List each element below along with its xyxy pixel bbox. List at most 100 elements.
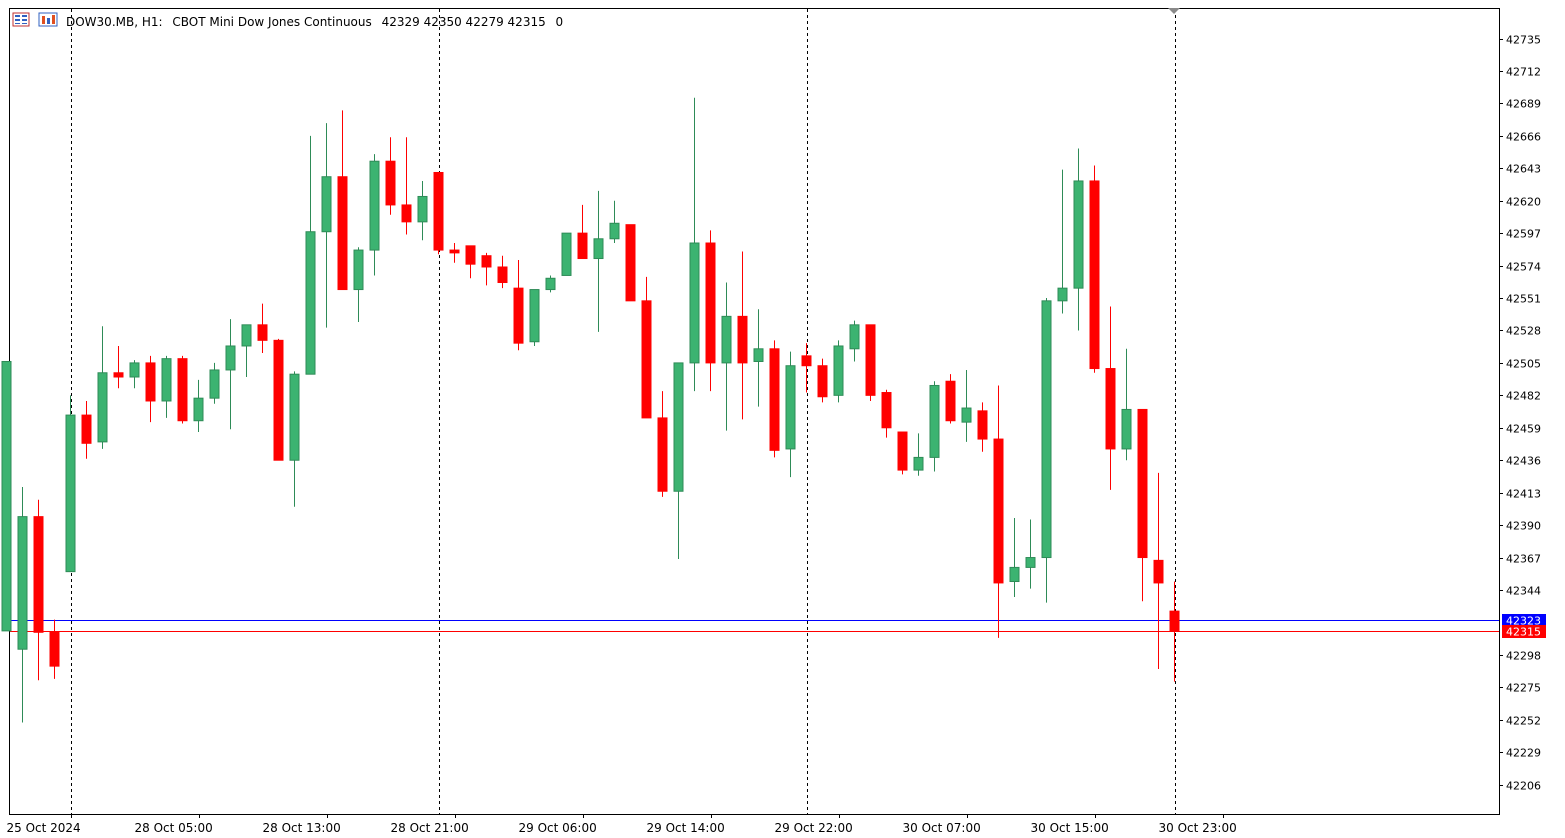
- candle-50[interactable]: [801, 343, 812, 393]
- candle-47[interactable]: [753, 309, 764, 407]
- candle-body: [225, 345, 236, 371]
- candle-64[interactable]: [1025, 519, 1036, 589]
- candle-36[interactable]: [577, 204, 588, 260]
- candle-body: [481, 255, 492, 268]
- candle-24[interactable]: [385, 137, 396, 215]
- candle-25[interactable]: [401, 137, 412, 235]
- candle-41[interactable]: [657, 391, 668, 497]
- candle-6[interactable]: [97, 326, 108, 449]
- candle-56[interactable]: [897, 431, 908, 475]
- candle-body: [353, 249, 364, 291]
- candle-23[interactable]: [369, 154, 380, 276]
- candle-39[interactable]: [625, 224, 636, 302]
- candle-65[interactable]: [1041, 298, 1052, 603]
- price-axis[interactable]: 42735 42712 42689 42666 42643 42620 42597 42574…: [1499, 34, 1541, 793]
- candle-22[interactable]: [353, 247, 364, 322]
- candle-46[interactable]: [737, 251, 748, 420]
- candle-62[interactable]: [993, 385, 1004, 638]
- candle-5[interactable]: [81, 400, 92, 459]
- y-tick-label: 42666: [1506, 131, 1541, 144]
- candle-body: [1025, 557, 1036, 568]
- candle-66[interactable]: [1057, 169, 1068, 314]
- candle-body: [801, 355, 812, 367]
- candle-53[interactable]: [849, 320, 860, 362]
- candle-26[interactable]: [417, 180, 428, 241]
- candle-0[interactable]: [1, 360, 12, 632]
- candle-body: [1153, 559, 1164, 584]
- candle-54[interactable]: [865, 324, 876, 401]
- candle-45[interactable]: [721, 282, 732, 431]
- candle-16[interactable]: [257, 303, 268, 354]
- candle-body: [65, 414, 76, 573]
- candle-body: [977, 410, 988, 440]
- chart-window-icon[interactable]: [12, 12, 30, 27]
- y-tick-label: 42206: [1506, 780, 1541, 793]
- candle-72[interactable]: [1153, 472, 1164, 669]
- candle-49[interactable]: [785, 351, 796, 478]
- candle-37[interactable]: [593, 190, 604, 332]
- candle-40[interactable]: [641, 276, 652, 419]
- candle-9[interactable]: [145, 355, 156, 423]
- candle-44[interactable]: [705, 230, 716, 392]
- candle-68[interactable]: [1089, 165, 1100, 373]
- candle-11[interactable]: [177, 355, 188, 424]
- candle-67[interactable]: [1073, 148, 1084, 331]
- candle-body: [97, 372, 108, 443]
- candle-60[interactable]: [961, 369, 972, 442]
- candle-38[interactable]: [609, 200, 620, 244]
- candle-61[interactable]: [977, 402, 988, 452]
- candle-58[interactable]: [929, 381, 940, 472]
- candle-48[interactable]: [769, 340, 780, 458]
- candle-14[interactable]: [225, 319, 236, 430]
- candle-body: [769, 348, 780, 451]
- candle-31[interactable]: [497, 255, 508, 289]
- candle-body: [1, 360, 12, 632]
- candle-51[interactable]: [817, 358, 828, 403]
- candle-13[interactable]: [209, 362, 220, 404]
- time-axis[interactable]: 25 Oct 2024 28 Oct 05:00 28 Oct 13:00 28 Oc…: [7, 814, 1237, 835]
- candle-57[interactable]: [913, 433, 924, 476]
- candle-body: [1121, 408, 1132, 450]
- candle-71[interactable]: [1137, 408, 1148, 602]
- candle-4[interactable]: [65, 395, 76, 573]
- candle-8[interactable]: [129, 360, 140, 389]
- candle-59[interactable]: [945, 374, 956, 424]
- candle-body: [641, 300, 652, 419]
- candle-28[interactable]: [449, 243, 460, 263]
- candle-33[interactable]: [529, 289, 540, 346]
- candle-19[interactable]: [305, 135, 316, 375]
- candles[interactable]: [1, 97, 1180, 723]
- candle-3[interactable]: [49, 619, 60, 679]
- candle-30[interactable]: [481, 252, 492, 286]
- candle-body: [609, 222, 620, 240]
- y-tick-label: 42620: [1506, 196, 1541, 209]
- candle-15[interactable]: [241, 324, 252, 378]
- candle-55[interactable]: [881, 389, 892, 438]
- candle-42[interactable]: [673, 362, 684, 559]
- candle-32[interactable]: [513, 259, 524, 351]
- candle-20[interactable]: [321, 123, 332, 328]
- candle-73[interactable]: [1169, 581, 1180, 682]
- candle-29[interactable]: [465, 245, 476, 279]
- candle-52[interactable]: [833, 340, 844, 403]
- candle-1[interactable]: [17, 487, 28, 723]
- candle-69[interactable]: [1105, 306, 1116, 490]
- candle-43[interactable]: [689, 97, 700, 392]
- candle-body: [865, 324, 876, 396]
- candle-63[interactable]: [1009, 518, 1020, 598]
- candle-12[interactable]: [193, 379, 204, 433]
- x-tick-label: 30 Oct 15:00: [1031, 821, 1109, 835]
- candle-70[interactable]: [1121, 348, 1132, 461]
- candle-7[interactable]: [113, 345, 124, 389]
- candle-18[interactable]: [289, 371, 300, 507]
- candle-35[interactable]: [561, 232, 572, 276]
- candle-27[interactable]: [433, 171, 444, 255]
- indicator-icon[interactable]: [38, 12, 58, 27]
- candle-17[interactable]: [273, 338, 284, 461]
- candle-10[interactable]: [161, 355, 172, 418]
- candle-body: [625, 224, 636, 302]
- candle-21[interactable]: [337, 110, 348, 291]
- candle-2[interactable]: [33, 499, 44, 681]
- candle-34[interactable]: [545, 275, 556, 293]
